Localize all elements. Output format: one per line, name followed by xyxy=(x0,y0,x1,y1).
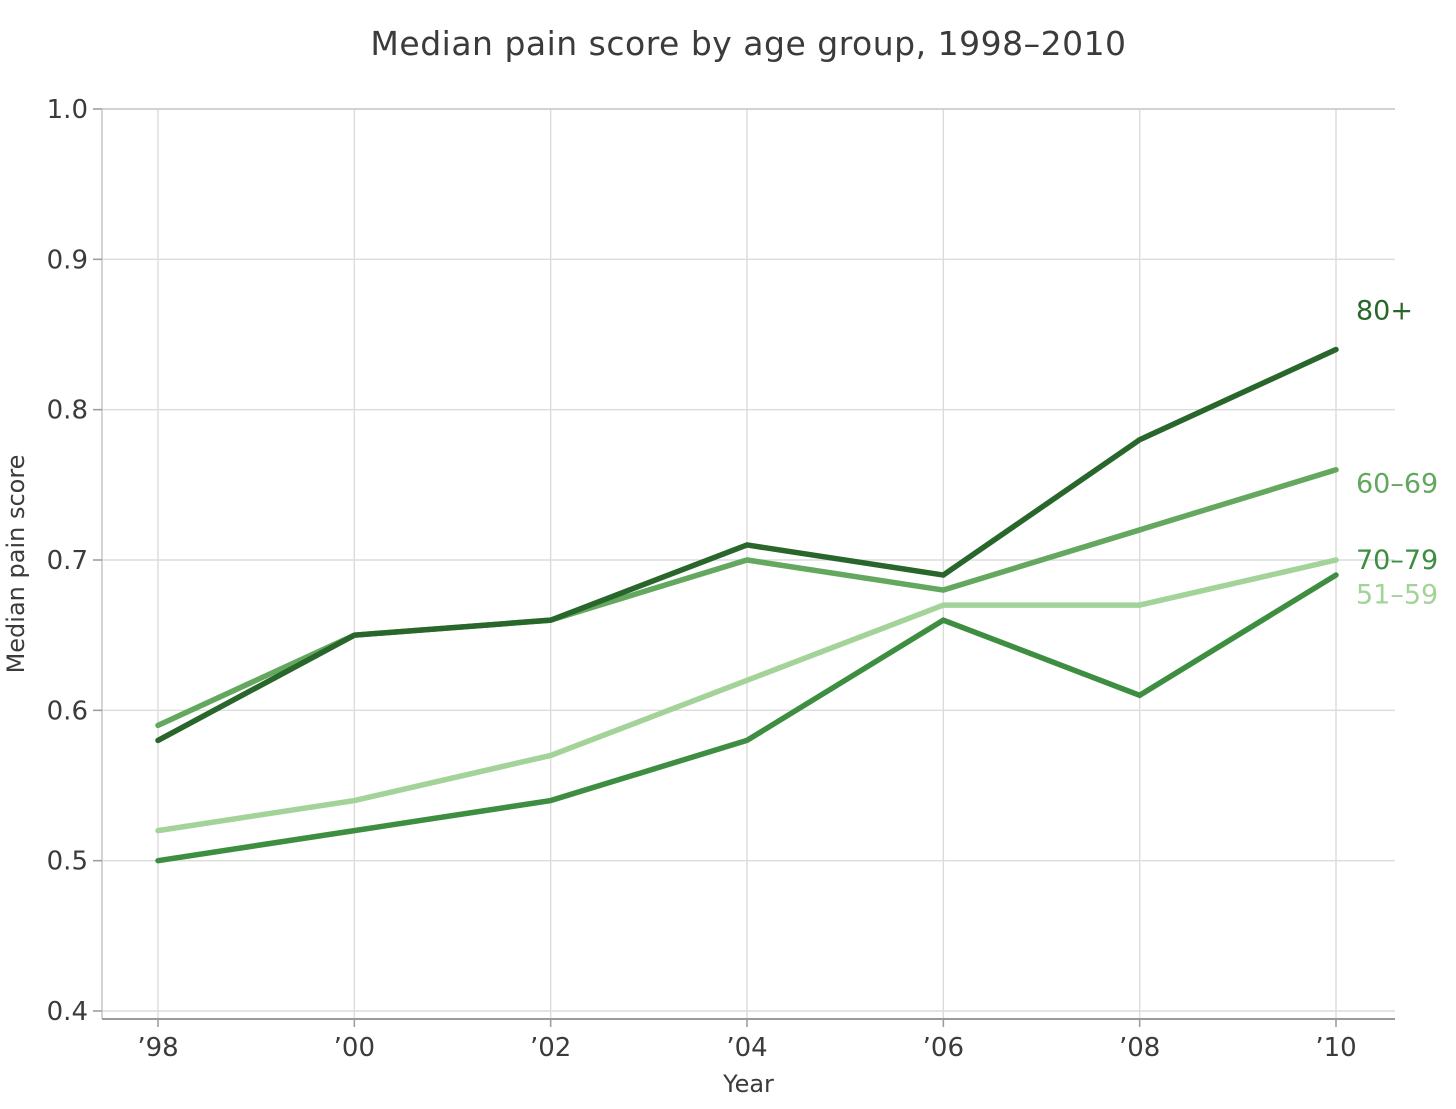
x-tick-label: ’04 xyxy=(726,1033,767,1063)
series-label-70-79: 70–79 xyxy=(1356,545,1438,576)
x-tick-label: ’98 xyxy=(137,1033,178,1063)
y-axis-title: Median pain score xyxy=(2,455,30,674)
x-axis-title: Year xyxy=(722,1070,774,1098)
series-label-51-59: 51–59 xyxy=(1356,580,1438,611)
y-tick-label: 0.9 xyxy=(47,245,88,275)
y-tick-label: 0.8 xyxy=(47,396,88,426)
series-label-60-69: 60–69 xyxy=(1356,468,1438,499)
y-tick-label: 0.6 xyxy=(47,696,88,726)
x-tick-label: ’00 xyxy=(334,1033,375,1063)
x-tick-label: ’10 xyxy=(1315,1033,1356,1063)
x-tick-label: ’06 xyxy=(923,1033,964,1063)
series-line-70-79 xyxy=(155,572,1339,864)
series-line-80 xyxy=(155,346,1339,744)
y-tick-label: 1.0 xyxy=(47,95,88,125)
chart-title: Median pain score by age group, 1998–201… xyxy=(370,24,1127,63)
y-tick-label: 0.4 xyxy=(47,997,88,1027)
y-tick-label: 0.5 xyxy=(47,847,88,877)
series-label-80: 80+ xyxy=(1356,295,1413,326)
x-tick-label: ’02 xyxy=(530,1033,571,1063)
series-line-51-59 xyxy=(155,557,1339,834)
x-tick-label: ’08 xyxy=(1119,1033,1160,1063)
y-tick-label: 0.7 xyxy=(47,546,88,576)
